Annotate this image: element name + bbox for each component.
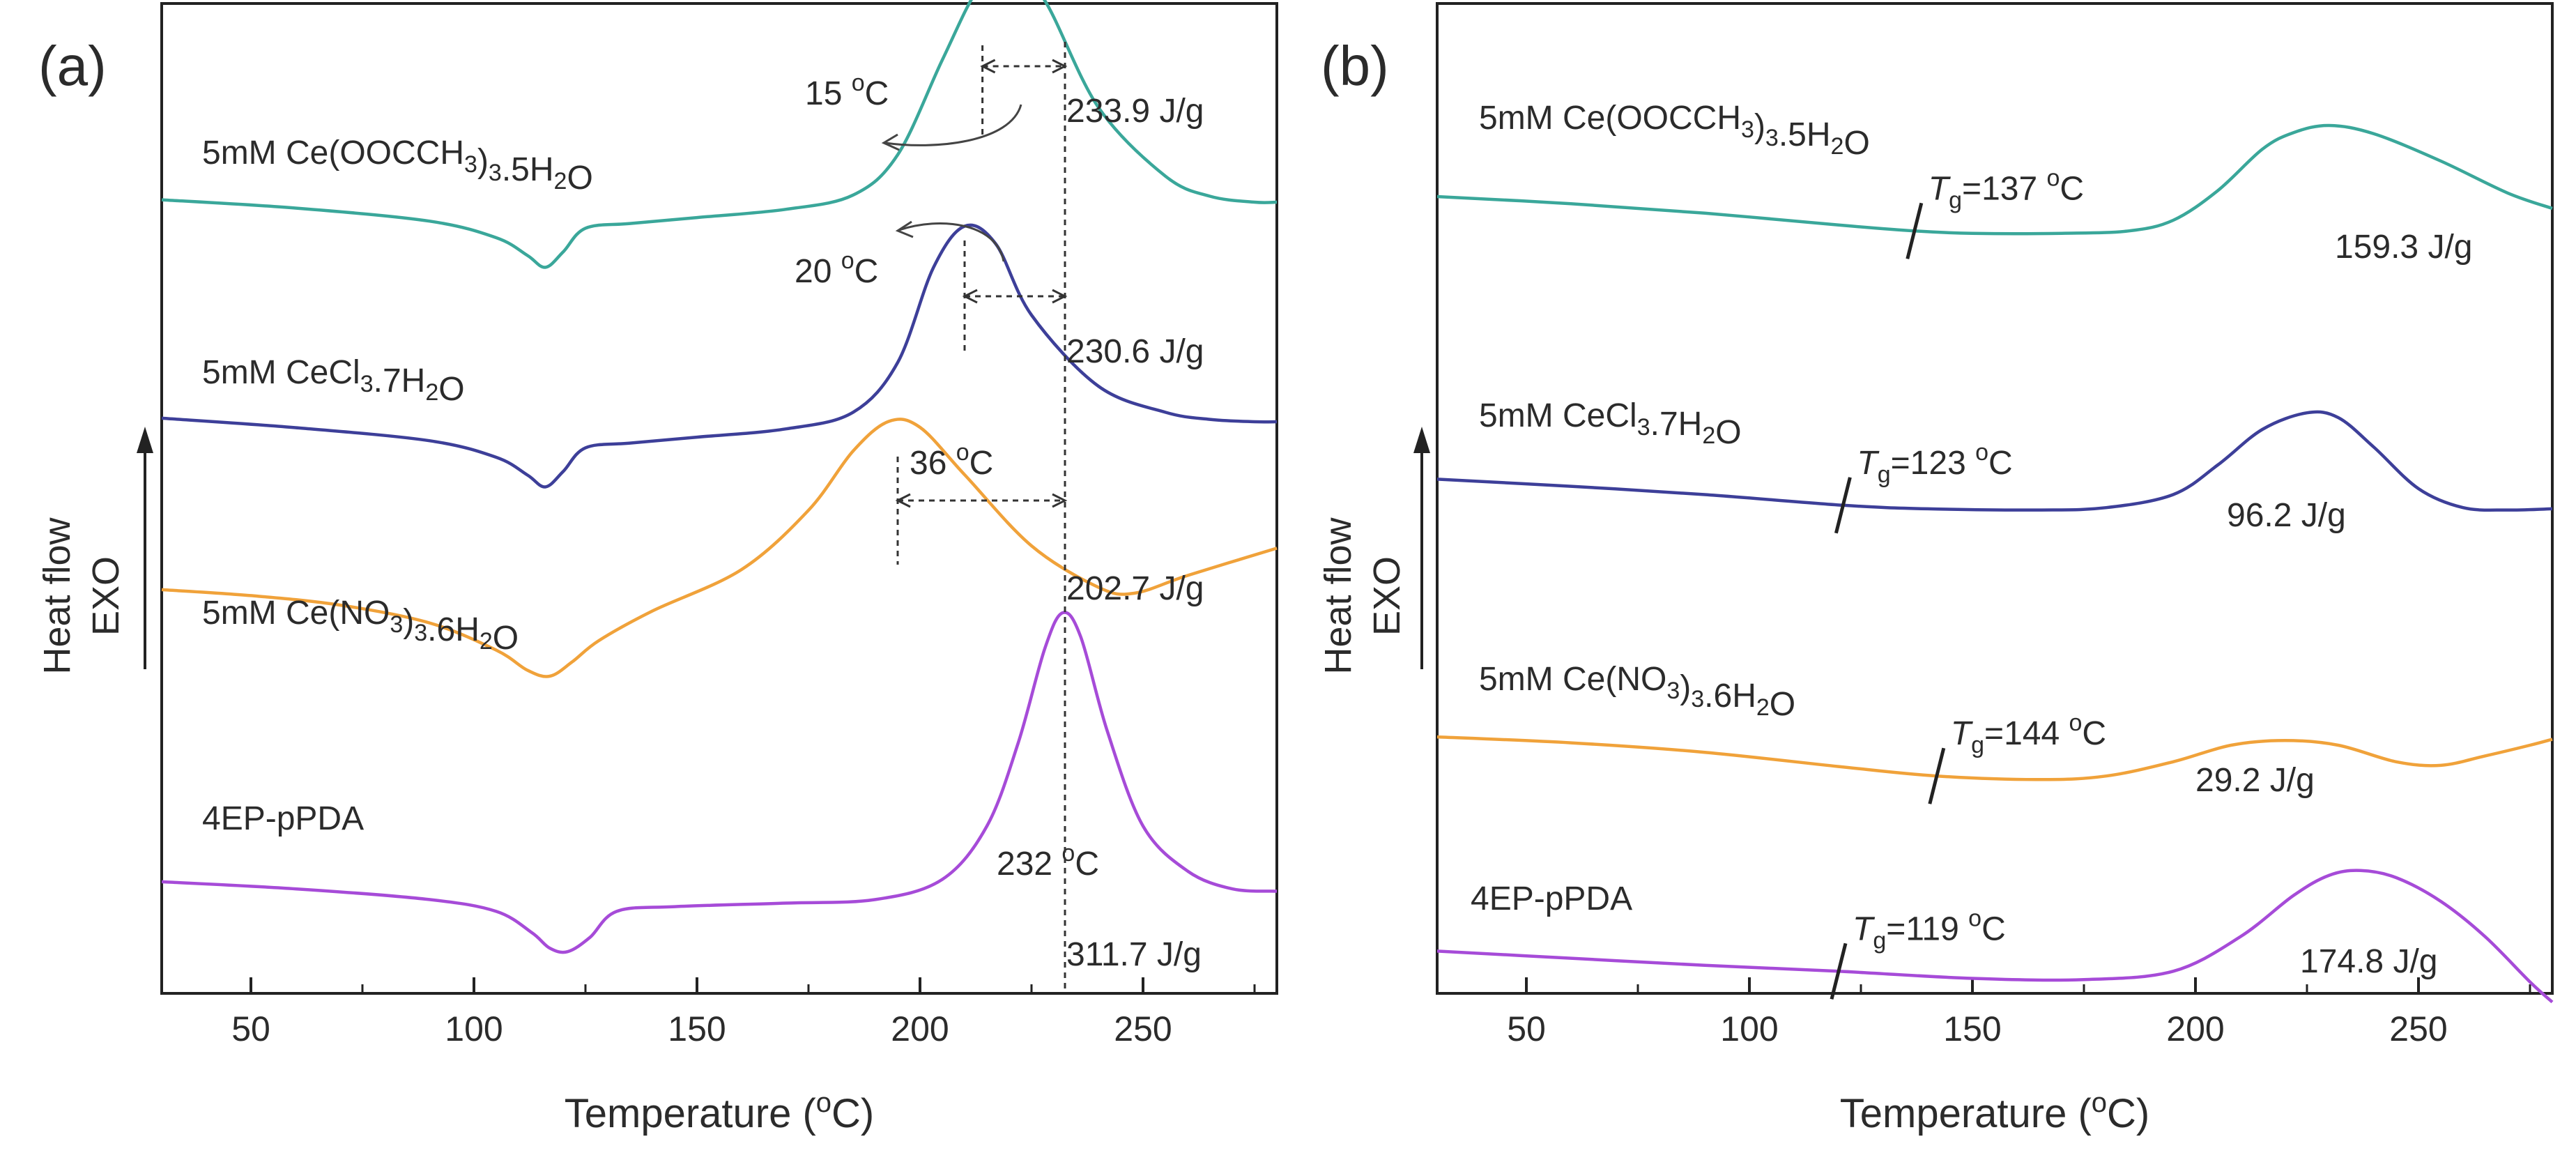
series-curve-2 <box>161 418 1278 678</box>
x-tick-label: 100 <box>445 1009 503 1048</box>
series-label-0: 5mM Ce(OOCCH3)3.5H2O <box>1479 100 1870 162</box>
panel-a-frame <box>160 2 1278 995</box>
panel-a-ylabel: Heat flow <box>36 517 78 674</box>
panel-b-ylabel-exo: EXO <box>1366 556 1408 636</box>
series-label-3: 4EP-pPDA <box>1471 880 1632 917</box>
panel-b-curves <box>1436 123 2554 1004</box>
panel-b-frame <box>1436 2 2554 995</box>
x-tick-label: 200 <box>2166 1009 2224 1048</box>
series-curve-1 <box>1436 410 2553 512</box>
enthalpy-label-1: 230.6 J/g <box>1066 333 1204 370</box>
series-curve-0 <box>161 0 1278 269</box>
x-tick-label: 50 <box>1507 1009 1546 1048</box>
panel-b: (b) 50 100 150 200 250 Temperature (oC) Heat… <box>1317 2 2554 1136</box>
panel-a-ylabel-exo: EXO <box>85 556 127 636</box>
series-curve-0 <box>1436 123 2553 236</box>
shift-label-0: 15 oC <box>805 70 889 112</box>
x-tick-label: 250 <box>1114 1009 1172 1048</box>
curved-arrow-2-head <box>895 220 914 238</box>
series-label-3: 4EP-pPDA <box>202 800 364 837</box>
x-tick-label: 150 <box>668 1009 726 1048</box>
shift-arrow-20-head-right <box>1052 289 1068 304</box>
series-curve-3 <box>1436 869 2554 1004</box>
enthalpy-label-1: 96.2 J/g <box>2227 497 2346 534</box>
tg-marker-1 <box>1834 477 1852 534</box>
panel-a-exo-arrowhead <box>137 427 153 453</box>
tg-label-3: Tg=119 oC <box>1853 905 2006 954</box>
series-curve-3 <box>161 611 1278 954</box>
panel-a: (a) 50 100 150 200 250 Temperature (oC) Heat… <box>36 0 1278 1136</box>
enthalpy-label-2: 202.7 J/g <box>1066 570 1204 607</box>
enthalpy-label-3: 174.8 J/g <box>2300 943 2437 980</box>
panel-a-x-ticks: 50 100 150 200 250 <box>231 977 1256 1048</box>
x-tick-label: 200 <box>891 1009 949 1048</box>
x-tick-label: 250 <box>2389 1009 2447 1048</box>
x-tick-label: 150 <box>1943 1009 2001 1048</box>
series-label-2: 5mM Ce(NO3)3.6H2O <box>202 595 519 657</box>
series-label-0: 5mM Ce(OOCCH3)3.5H2O <box>202 135 593 197</box>
panel-a-annotations: 15 oC 20 oC 36 oC <box>795 42 1068 993</box>
shift-arrow-36-head-right <box>1052 493 1068 508</box>
series-curve-1 <box>161 223 1278 489</box>
shift-arrow-20-head-left <box>962 289 978 304</box>
panel-b-ylabel: Heat flow <box>1317 517 1359 674</box>
panel-b-xlabel: Temperature (oC) <box>1840 1087 2149 1136</box>
tg-marker-2 <box>1928 747 1946 804</box>
panel-b-x-ticks: 50 100 150 200 250 <box>1507 977 2531 1048</box>
tg-marker-3 <box>1830 942 1848 1000</box>
curved-arrow-1 <box>884 104 1022 146</box>
shift-arrow-15-head-right <box>1052 59 1068 74</box>
panel-a-labels: 5mM Ce(OOCCH3)3.5H2O 233.9 J/g 5mM CeCl3.7… <box>202 93 1204 973</box>
enthalpy-label-2: 29.2 J/g <box>2195 762 2315 799</box>
enthalpy-label-0: 159.3 J/g <box>2335 229 2472 266</box>
series-curve-2 <box>1436 735 2553 781</box>
series-label-1: 5mM CeCl3.7H2O <box>202 354 465 408</box>
shift-arrow-36-head-left <box>895 493 911 508</box>
enthalpy-label-0: 233.9 J/g <box>1066 93 1204 130</box>
panel-a-xlabel: Temperature (oC) <box>565 1087 874 1136</box>
panel-b-exo-arrowhead <box>1413 427 1430 453</box>
curved-arrow-2 <box>898 222 1005 262</box>
tg-label-0: Tg=137 oC <box>1929 165 2084 213</box>
peak-temp-label: 232 oC <box>997 840 1099 883</box>
tg-label-1: Tg=123 oC <box>1857 439 2012 488</box>
tg-label-2: Tg=144 oC <box>1951 710 2106 758</box>
panel-a-label: (a) <box>38 35 107 97</box>
enthalpy-label-3: 311.7 J/g <box>1066 936 1202 973</box>
shift-label-1: 20 oC <box>795 247 878 290</box>
shift-label-2: 36 oC <box>910 439 993 482</box>
panel-b-label: (b) <box>1321 35 1389 97</box>
curved-arrow-1-head <box>881 133 900 151</box>
x-tick-label: 50 <box>231 1009 270 1048</box>
panel-b-labels: 5mM Ce(OOCCH3)3.5H2O 159.3 J/g Tg=137 oC 5m… <box>1471 100 2472 1000</box>
panel-a-curves <box>161 0 1278 954</box>
series-label-2: 5mM Ce(NO3)3.6H2O <box>1479 661 1795 723</box>
tg-marker-0 <box>1906 202 1924 259</box>
x-tick-label: 100 <box>1720 1009 1778 1048</box>
shift-arrow-15-head-left <box>980 59 996 74</box>
series-label-1: 5mM CeCl3.7H2O <box>1479 397 1742 451</box>
